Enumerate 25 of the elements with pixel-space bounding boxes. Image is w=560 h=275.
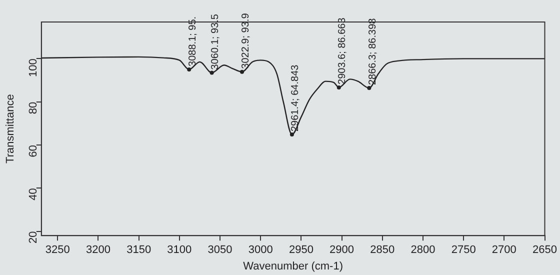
x-axis-title: Wavenumber (cm-1)	[243, 260, 344, 272]
annotation: 2961.4; 64.843	[290, 64, 302, 132]
x-tick-label: 3100	[167, 244, 192, 256]
x-tick-label: 3000	[248, 244, 273, 256]
x-tick-label: 2750	[451, 244, 476, 256]
x-tick-label: 2700	[492, 244, 516, 256]
x-tick-label: 2850	[370, 244, 395, 256]
y-tick-label: 80	[27, 102, 40, 114]
x-tick-label: 2650	[532, 244, 558, 256]
x-tick-label: 3250	[45, 244, 70, 256]
x-tick-label: 3150	[126, 244, 152, 256]
x-tick-label: 3200	[86, 244, 110, 256]
x-tick-label: 2800	[410, 244, 436, 256]
x-tick-label: 2900	[330, 244, 354, 256]
x-tick-label: 3050	[208, 244, 232, 256]
annotation: 2866.3; 86.398	[367, 18, 378, 86]
y-tick-label: 20	[27, 231, 40, 244]
y-tick-label: 40	[27, 188, 40, 200]
y-tick-label: 100	[27, 58, 40, 78]
annotation: 2903.6; 86.663	[337, 17, 348, 84]
y-axis-title: Transmittance	[4, 94, 17, 164]
y-tick-label: 60	[27, 144, 40, 158]
x-tick-label: 2950	[288, 244, 314, 256]
annotation: 3060.1; 93.5	[210, 14, 222, 70]
annotation: 3022.9; 93.9	[240, 12, 252, 69]
